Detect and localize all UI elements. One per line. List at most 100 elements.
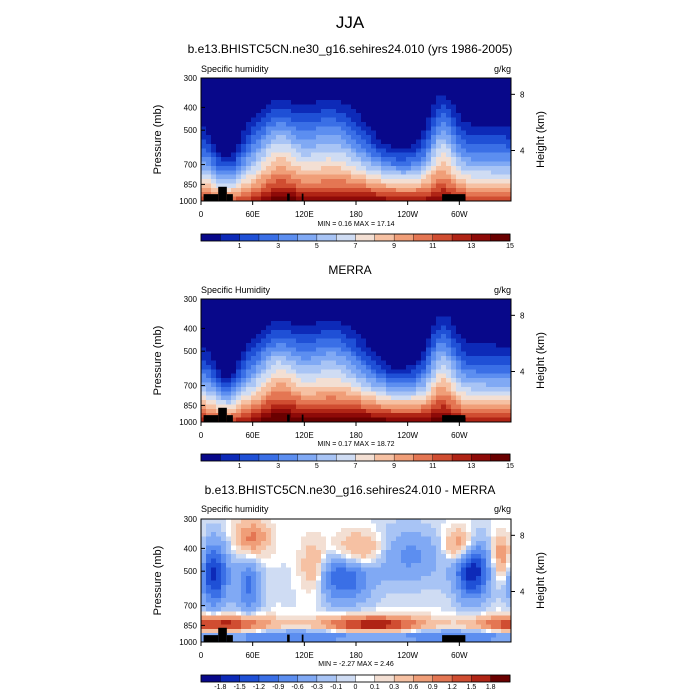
heatmap-cell bbox=[376, 400, 382, 406]
heatmap-cell bbox=[321, 148, 327, 154]
heatmap-cell bbox=[321, 329, 327, 335]
heatmap-cell bbox=[206, 558, 212, 564]
heatmap-cell bbox=[491, 589, 497, 595]
heatmap-cell bbox=[466, 554, 472, 560]
heatmap-cell bbox=[496, 404, 502, 410]
heatmap-cell bbox=[461, 152, 467, 158]
heatmap-cell bbox=[321, 165, 327, 171]
heatmap-cell bbox=[211, 584, 217, 590]
heatmap-cell bbox=[201, 615, 207, 621]
heatmap-cell bbox=[206, 567, 212, 573]
heatmap-cell bbox=[351, 303, 357, 309]
heatmap-cell bbox=[431, 369, 437, 375]
heatmap-cell bbox=[251, 325, 257, 331]
heatmap-cell bbox=[311, 303, 317, 309]
heatmap-cell bbox=[436, 606, 442, 612]
heatmap-cell bbox=[391, 126, 397, 132]
heatmap-cell bbox=[211, 519, 217, 524]
heatmap-cell bbox=[346, 183, 352, 189]
heatmap-cell bbox=[436, 408, 442, 414]
heatmap-cell bbox=[206, 519, 212, 524]
heatmap-cell bbox=[381, 404, 387, 410]
heatmap-cell bbox=[371, 532, 377, 538]
heatmap-cell bbox=[431, 312, 437, 318]
heatmap-cell bbox=[331, 523, 337, 529]
heatmap-cell bbox=[471, 139, 477, 145]
heatmap-cell bbox=[476, 192, 482, 198]
heatmap-cell bbox=[336, 558, 342, 564]
heatmap-cell bbox=[446, 135, 452, 141]
heatmap-cell bbox=[361, 148, 367, 154]
heatmap-cell bbox=[256, 104, 262, 110]
heatmap-cell bbox=[396, 347, 402, 353]
heatmap-cell bbox=[221, 606, 227, 612]
heatmap-cell bbox=[326, 391, 332, 397]
heatmap-cell bbox=[221, 117, 227, 123]
heatmap-cell bbox=[351, 152, 357, 158]
heatmap-cell bbox=[371, 554, 377, 560]
heatmap-cell bbox=[416, 360, 422, 366]
heatmap-cell bbox=[361, 408, 367, 414]
heatmap-cell bbox=[326, 161, 332, 167]
heatmap-cell bbox=[236, 382, 242, 388]
heatmap-cell bbox=[381, 121, 387, 127]
heatmap-cell bbox=[301, 117, 307, 123]
heatmap-cell bbox=[421, 338, 427, 344]
heatmap-cell bbox=[236, 148, 242, 154]
heatmap-cell bbox=[266, 135, 272, 141]
heatmap-cell bbox=[251, 589, 257, 595]
heatmap-cell bbox=[501, 404, 507, 410]
heatmap-cell bbox=[316, 342, 322, 348]
heatmap-cell bbox=[231, 95, 237, 101]
heatmap-cell bbox=[361, 86, 367, 92]
heatmap-cell bbox=[291, 135, 297, 141]
heatmap-cell bbox=[336, 152, 342, 158]
heatmap-cell bbox=[491, 179, 497, 185]
heatmap-cell bbox=[456, 351, 462, 357]
heatmap-cell bbox=[461, 91, 467, 97]
heatmap-cell bbox=[406, 338, 412, 344]
heatmap-cell bbox=[376, 413, 382, 419]
heatmap-cell bbox=[396, 598, 402, 604]
heatmap-cell bbox=[461, 338, 467, 344]
heatmap-cell bbox=[471, 338, 477, 344]
heatmap-cell bbox=[506, 554, 512, 560]
heatmap-cell bbox=[296, 540, 302, 546]
heatmap-cell bbox=[341, 386, 347, 392]
heatmap-cell bbox=[381, 395, 387, 401]
heatmap-cell bbox=[456, 554, 462, 560]
heatmap-cell bbox=[351, 157, 357, 163]
heatmap-cell bbox=[411, 113, 417, 119]
heatmap-cell bbox=[311, 602, 317, 608]
heatmap-cell bbox=[296, 342, 302, 348]
heatmap-cell bbox=[276, 602, 282, 608]
heatmap-cell bbox=[421, 174, 427, 180]
heatmap-cell bbox=[311, 187, 317, 193]
heatmap-cell bbox=[201, 598, 207, 604]
heatmap-cell bbox=[326, 567, 332, 573]
heatmap-cell bbox=[301, 378, 307, 384]
heatmap-cell bbox=[496, 126, 502, 132]
heatmap-cell bbox=[231, 571, 237, 577]
heatmap-cell bbox=[496, 334, 502, 340]
heatmap-cell bbox=[236, 413, 242, 419]
heatmap-cell bbox=[256, 303, 262, 309]
heatmap-cell bbox=[346, 95, 352, 101]
heatmap-cell bbox=[211, 527, 217, 533]
heatmap-cell bbox=[431, 334, 437, 340]
heatmap-cell bbox=[256, 148, 262, 154]
heatmap-cell bbox=[456, 170, 462, 176]
heatmap-cell bbox=[376, 417, 382, 423]
heatmap-cell bbox=[356, 183, 362, 189]
heatmap-cell bbox=[216, 584, 222, 590]
heatmap-cell bbox=[481, 174, 487, 180]
heatmap-cell bbox=[306, 121, 312, 127]
heatmap-cell bbox=[256, 378, 262, 384]
heatmap-cell bbox=[341, 536, 347, 542]
heatmap-cell bbox=[206, 320, 212, 326]
heatmap-cell bbox=[431, 395, 437, 401]
heatmap-cell bbox=[461, 174, 467, 180]
heatmap-cell bbox=[336, 598, 342, 604]
heatmap-cell bbox=[251, 139, 257, 145]
y-tick-label: 500 bbox=[184, 126, 198, 135]
